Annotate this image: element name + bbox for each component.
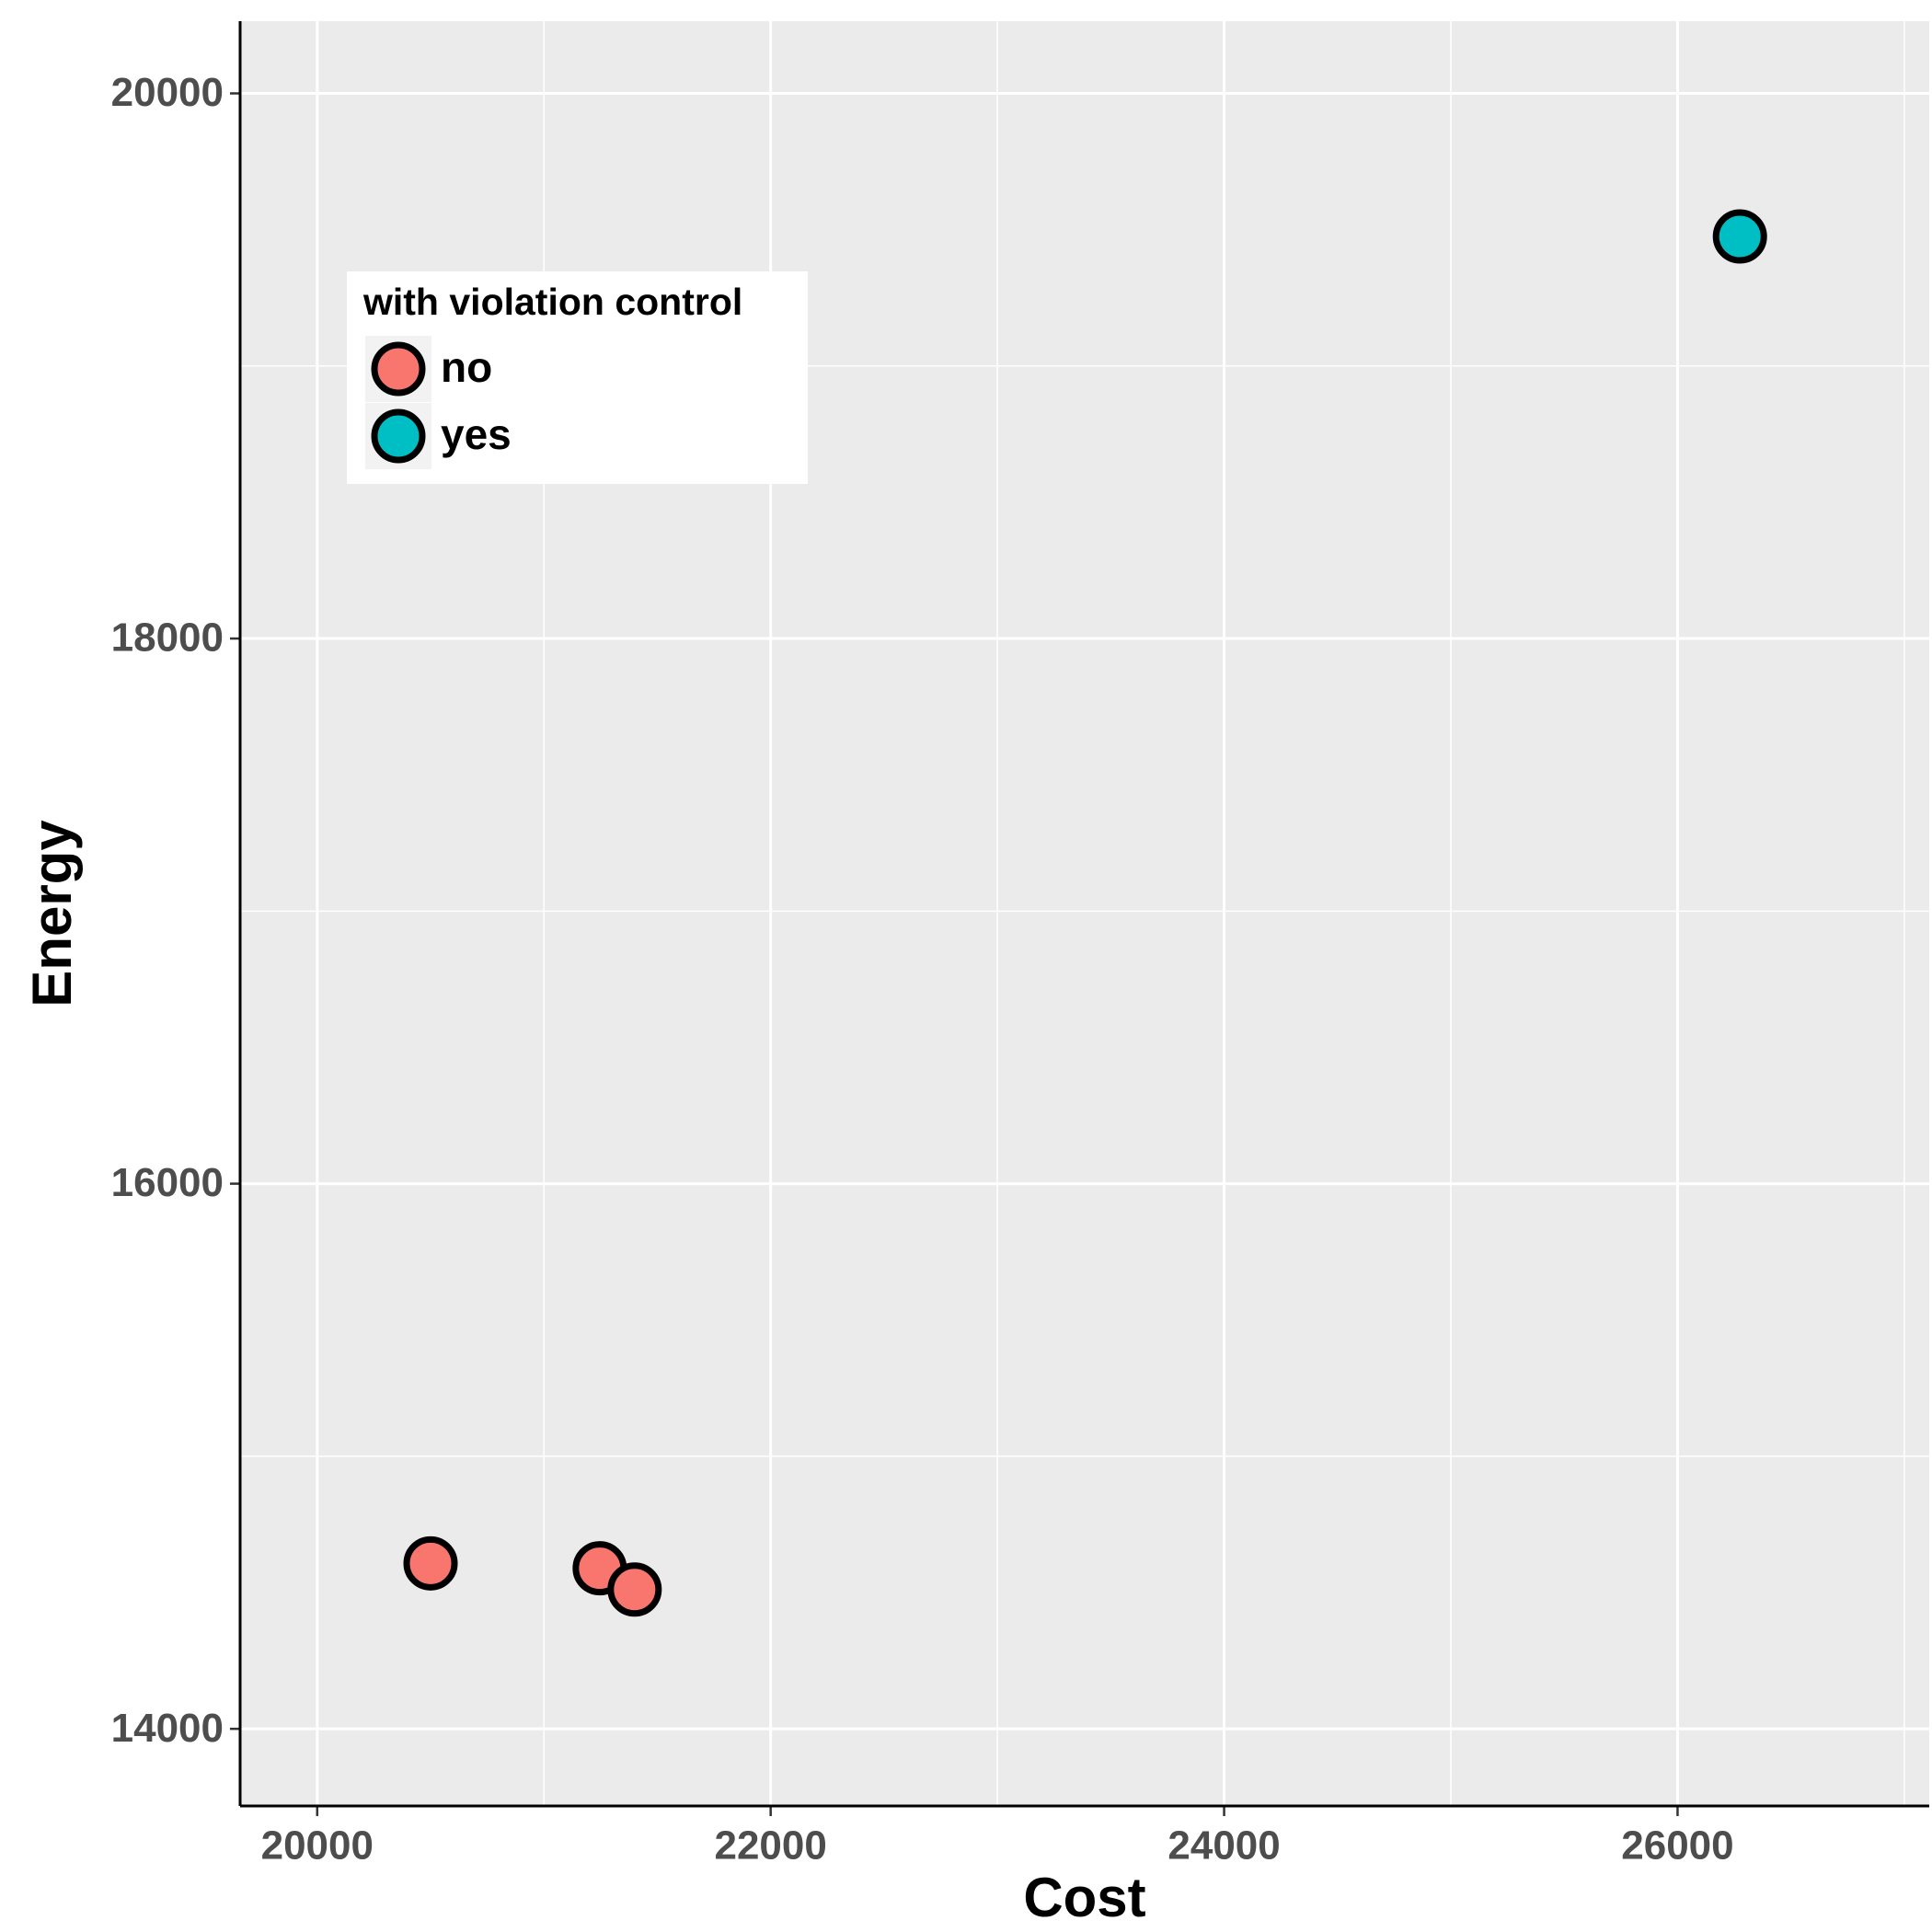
x-tick-label: 26000	[1621, 1823, 1733, 1869]
legend-key	[371, 408, 426, 464]
legend-title: with violation control	[362, 281, 742, 323]
x-tick-label: 22000	[714, 1823, 826, 1869]
x-tick-label: 20000	[261, 1823, 374, 1869]
y-tick-label: 20000	[111, 70, 224, 115]
y-axis-title: Energy	[21, 820, 83, 1007]
point	[403, 1535, 458, 1591]
x-axis-title: Cost	[1023, 1867, 1145, 1928]
x-tick-label: 24000	[1167, 1823, 1280, 1869]
y-tick-label: 18000	[111, 615, 224, 661]
y-tick-label: 16000	[111, 1160, 224, 1205]
legend-key	[371, 341, 426, 397]
legend: with violation control no yes	[347, 271, 808, 484]
y-tick-label: 14000	[111, 1706, 224, 1751]
legend-label: yes	[441, 410, 512, 458]
point	[607, 1562, 662, 1617]
point	[1712, 209, 1767, 264]
legend-label: no	[441, 343, 492, 391]
